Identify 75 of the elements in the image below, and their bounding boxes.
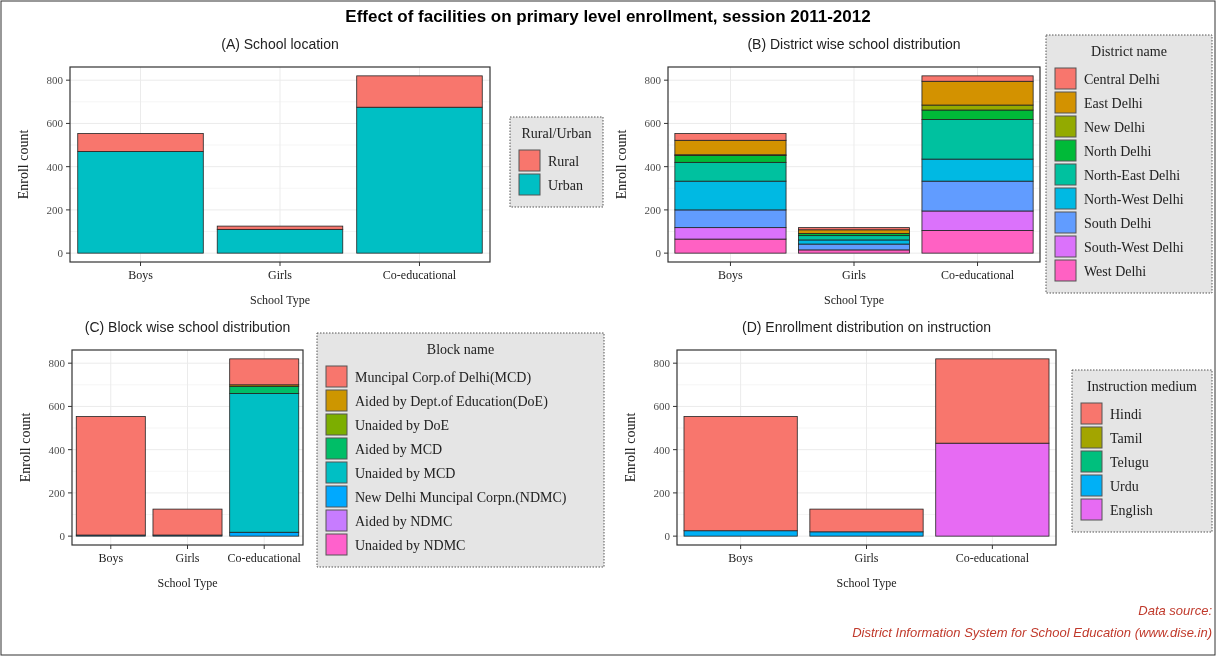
chart-title: (C) Block wise school distribution [84, 319, 291, 335]
legend-label: North Delhi [1084, 143, 1152, 159]
legend-label: Aided by Dept.of Education(DoE) [355, 393, 549, 410]
y-tick-label: 800 [48, 357, 66, 370]
legend-label: New Delhi [1084, 119, 1146, 135]
legend-label: South-West Delhi [1084, 239, 1184, 255]
y-tick-label: 600 [46, 117, 64, 130]
x-tick-label: Girls [268, 268, 293, 282]
x-tick-label: Girls [854, 551, 879, 565]
y-tick-label: 0 [59, 529, 66, 542]
y-tick-label: 200 [48, 486, 66, 499]
y-tick-label: 200 [653, 486, 671, 499]
y-tick-label: 200 [644, 203, 662, 216]
legend-label: South Delhi [1084, 215, 1152, 231]
text: Effect of facilities on primary level enrollment, session 2011-2012 [345, 7, 871, 26]
x-tick-label: Co-educational [940, 268, 1015, 282]
y-axis-title: Enroll count [614, 129, 629, 200]
x-tick-label: Co-educational [227, 551, 302, 565]
legend-label: Unaided by DoE [355, 417, 450, 433]
legend-label: Aided by NDMC [355, 513, 453, 529]
legend-label: Aided by MCD [355, 441, 443, 457]
y-axis-title: Enroll count [623, 412, 638, 483]
legend-label: Rural [548, 153, 580, 169]
y-tick-label: 0 [57, 246, 64, 259]
y-tick-label: 0 [655, 246, 662, 259]
x-tick-label: Girls [842, 268, 867, 282]
legend-label: English [1110, 502, 1153, 518]
x-tick-label: Boys [718, 268, 744, 282]
y-tick-label: 600 [644, 117, 662, 130]
legend-label: Urdu [1110, 478, 1139, 494]
y-tick-label: 800 [644, 74, 662, 87]
legend-label: New Delhi Muncipal Corpn.(NDMC) [355, 489, 567, 506]
y-tick-label: 600 [48, 400, 66, 413]
legend-label: North-East Delhi [1084, 167, 1181, 183]
y-tick-label: 0 [664, 529, 671, 542]
x-tick-label: Boys [728, 551, 754, 565]
x-tick-label: Boys [128, 268, 154, 282]
legend-label: North-West Delhi [1084, 191, 1184, 207]
x-tick-label: Co-educational [382, 268, 457, 282]
y-tick-label: 600 [653, 400, 671, 413]
source-note: Data source: [1138, 603, 1213, 618]
x-axis-title: School Type [836, 576, 897, 590]
legend-title: District name [1091, 44, 1167, 59]
legend-label: Urban [548, 177, 583, 193]
x-axis-title: School Type [157, 576, 218, 590]
y-tick-label: 400 [653, 443, 671, 456]
legend-title: Block name [426, 342, 495, 357]
legend-label: Unaided by NDMC [355, 537, 466, 553]
x-axis-title: School Type [824, 293, 884, 307]
legend-title: Instruction medium [1086, 379, 1198, 394]
legend-label: Central Delhi [1084, 71, 1160, 87]
x-axis-title: School Type [250, 293, 310, 307]
y-axis-title: Enroll count [18, 412, 33, 483]
x-tick-label: Girls [175, 551, 200, 565]
legend-label: Tamil [1110, 430, 1143, 446]
y-tick-label: 200 [46, 203, 64, 216]
y-tick-label: 800 [653, 357, 671, 370]
legend-label: Telugu [1110, 454, 1149, 470]
x-tick-label: Co-educational [955, 551, 1030, 565]
y-tick-label: 400 [46, 160, 64, 173]
x-tick-label: Boys [98, 551, 124, 565]
legend-label: East Delhi [1084, 95, 1143, 111]
chart-title: (B) District wise school distribution [747, 36, 961, 52]
legend-title: Rural/Urban [521, 126, 592, 141]
legend-label: Hindi [1110, 406, 1142, 422]
y-tick-label: 800 [46, 74, 64, 87]
legend-label: West Delhi [1084, 263, 1147, 279]
y-axis-title: Enroll count [16, 129, 31, 200]
chart-title: (A) School location [221, 36, 339, 52]
text: District Information System for School Education (www.dise.in) [852, 625, 1212, 640]
y-tick-label: 400 [48, 443, 66, 456]
y-tick-label: 400 [644, 160, 662, 173]
chart-title: (D) Enrollment distribution on instruction [742, 319, 991, 335]
legend-label: Muncipal Corp.of Delhi(MCD) [355, 369, 532, 386]
legend-label: Unaided by MCD [355, 465, 456, 481]
